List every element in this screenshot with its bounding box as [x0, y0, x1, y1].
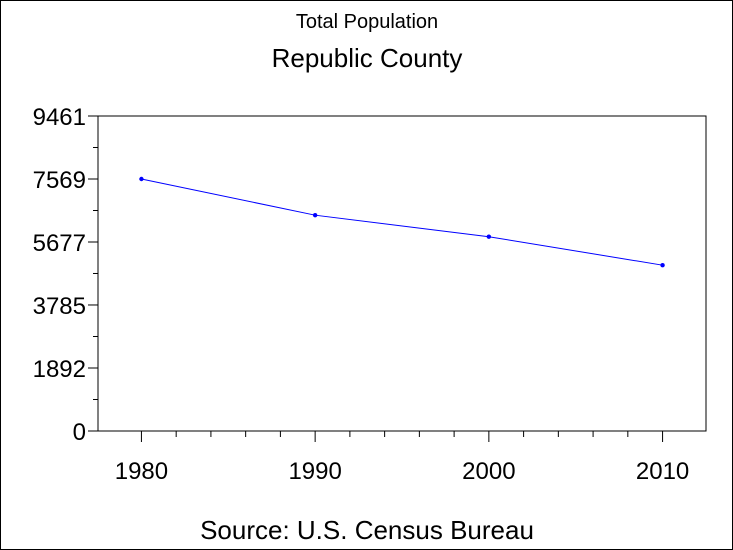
x-axis: 1980 1990 2000 2010	[115, 431, 689, 485]
y-tick-label: 7569	[33, 167, 86, 194]
y-tick-label: 1892	[33, 356, 86, 383]
plot-area	[97, 115, 707, 432]
y-tick-label: 0	[73, 419, 86, 446]
data-point	[312, 212, 318, 218]
x-tick-label: 2010	[636, 458, 689, 485]
y-tick-label: 3785	[33, 293, 86, 320]
y-tick-label: 5677	[33, 230, 86, 257]
chart-footnote: Source: U.S. Census Bureau	[200, 515, 534, 545]
x-tick-label: 1980	[115, 458, 168, 485]
chart-subtitle: Total Population	[296, 11, 438, 33]
y-tick-label: 9461	[33, 104, 86, 131]
series-line	[141, 178, 663, 266]
chart-title: Republic County	[272, 43, 463, 73]
y-axis: 0 1892 3785 5677 7569 9461	[33, 104, 98, 446]
x-tick-label: 2000	[462, 458, 515, 485]
data-point	[660, 262, 665, 268]
series-layer	[139, 176, 665, 268]
data-point	[486, 234, 492, 239]
data-point	[139, 176, 144, 182]
x-tick-label: 1990	[288, 458, 341, 485]
